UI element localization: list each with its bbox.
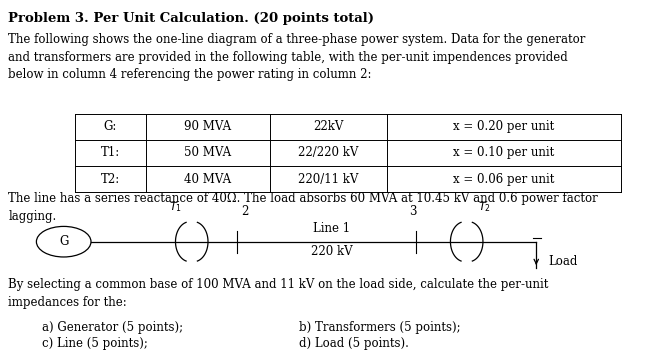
Text: x = 0.10 per unit: x = 0.10 per unit xyxy=(453,146,554,159)
Text: 22kV: 22kV xyxy=(313,120,343,133)
Text: x = 0.20 per unit: x = 0.20 per unit xyxy=(453,120,554,133)
Text: By selecting a common base of 100 MVA and 11 kV on the load side, calculate the : By selecting a common base of 100 MVA an… xyxy=(8,278,549,309)
Text: 3: 3 xyxy=(409,205,417,218)
Text: 50 MVA: 50 MVA xyxy=(185,146,231,159)
Text: $T_2$: $T_2$ xyxy=(478,201,491,214)
Text: Load: Load xyxy=(548,255,577,268)
Text: 22/220 kV: 22/220 kV xyxy=(298,146,358,159)
Text: a) Generator (5 points);: a) Generator (5 points); xyxy=(42,321,183,334)
Text: d) Load (5 points).: d) Load (5 points). xyxy=(299,337,409,351)
Text: 2: 2 xyxy=(241,205,249,218)
Text: The following shows the one-line diagram of a three-phase power system. Data for: The following shows the one-line diagram… xyxy=(8,33,586,82)
Text: Line 1: Line 1 xyxy=(313,222,350,235)
Text: 220/11 kV: 220/11 kV xyxy=(298,173,358,186)
Text: 220 kV: 220 kV xyxy=(311,245,352,258)
Text: T1:: T1: xyxy=(101,146,120,159)
Text: Problem 3. Per Unit Calculation. (20 points total): Problem 3. Per Unit Calculation. (20 poi… xyxy=(8,12,374,25)
Text: G: G xyxy=(59,235,68,248)
Text: 90 MVA: 90 MVA xyxy=(185,120,231,133)
Text: b) Transformers (5 points);: b) Transformers (5 points); xyxy=(299,321,461,334)
Text: T2:: T2: xyxy=(101,173,120,186)
Text: x = 0.06 per unit: x = 0.06 per unit xyxy=(453,173,554,186)
Text: 40 MVA: 40 MVA xyxy=(185,173,231,186)
Text: c) Line (5 points);: c) Line (5 points); xyxy=(42,337,148,351)
Text: G:: G: xyxy=(104,120,117,133)
Text: $T_1$: $T_1$ xyxy=(169,201,182,214)
Text: The line has a series reactance of 40Ω. The load absorbs 60 MVA at 10.45 kV and : The line has a series reactance of 40Ω. … xyxy=(8,192,598,223)
